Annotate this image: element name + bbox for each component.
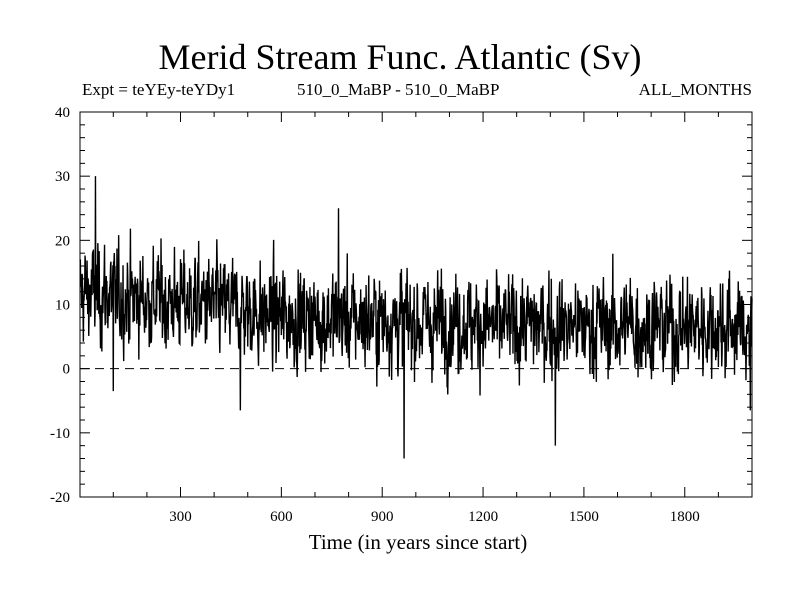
chart-title: Merid Stream Func. Atlantic (Sv) — [158, 37, 642, 77]
x-tick-label: 1500 — [569, 509, 599, 525]
x-tick-label: 1200 — [468, 509, 498, 525]
y-tick-label: -10 — [50, 426, 70, 442]
experiment-label: Expt = teYEy-teYDy1 — [82, 80, 236, 99]
period-label: 510_0_MaBP - 510_0_MaBP — [297, 80, 500, 99]
x-tick-label: 1800 — [670, 509, 700, 525]
x-axis-label: Time (in years since start) — [308, 530, 528, 554]
x-tick-label: 600 — [270, 509, 293, 525]
y-tick-label: 40 — [55, 105, 70, 121]
y-tick-label: 10 — [55, 298, 70, 314]
y-tick-label: 30 — [55, 169, 70, 185]
x-tick-label: 300 — [169, 509, 192, 525]
x-tick-label: 900 — [371, 509, 394, 525]
data-series-line — [79, 176, 753, 459]
y-tick-label: -20 — [50, 490, 70, 506]
months-label: ALL_MONTHS — [638, 80, 752, 99]
y-tick-label: 0 — [63, 362, 71, 378]
y-tick-label: 20 — [55, 233, 70, 249]
